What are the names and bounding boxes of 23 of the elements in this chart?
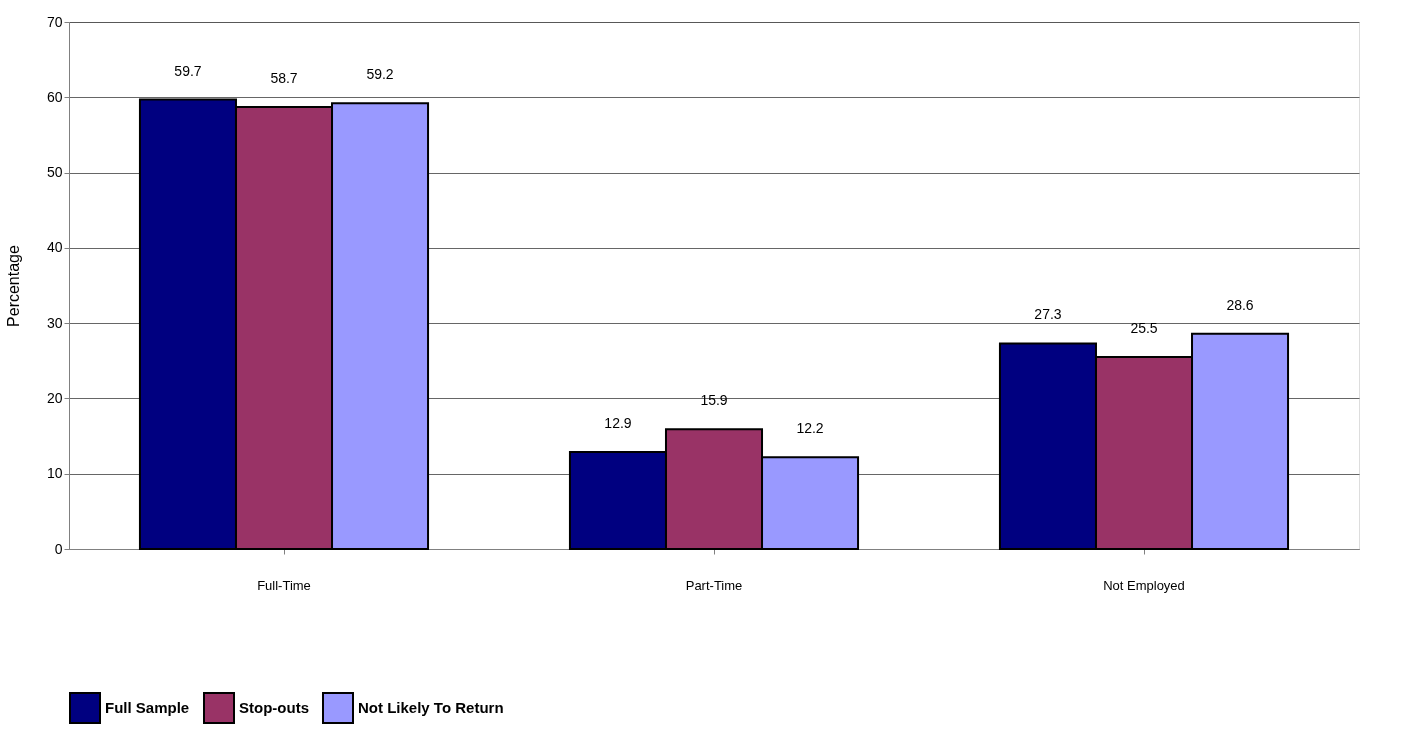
data-label: 59.7 — [174, 62, 202, 79]
y-tick-label: 60 — [46, 88, 63, 105]
y-tick-label: 40 — [46, 239, 63, 256]
legend-label: Full Sample — [105, 699, 190, 716]
y-tick-label: 70 — [46, 13, 63, 30]
y-tick-label: 20 — [46, 389, 63, 406]
x-tick-label: Part-Time — [685, 577, 743, 593]
data-label: 28.6 — [1226, 296, 1254, 313]
x-tick-label: Full-Time — [257, 577, 311, 593]
y-tick-label: 10 — [46, 465, 63, 482]
y-tick-label: 30 — [46, 314, 63, 331]
data-label: 58.7 — [270, 70, 298, 87]
data-label: 12.9 — [604, 414, 632, 431]
legend-label: Stop-outs — [239, 699, 309, 716]
legend-label: Not Likely To Return — [358, 699, 504, 716]
data-label: 59.2 — [366, 66, 394, 83]
data-label: 12.2 — [796, 420, 824, 437]
y-tick-label: 0 — [54, 540, 63, 557]
y-tick-label: 50 — [46, 164, 63, 181]
y-axis-title: Percentage — [4, 244, 22, 327]
x-tick-label: Not Employed — [1103, 577, 1185, 593]
data-label: 25.5 — [1130, 320, 1158, 337]
data-label: 27.3 — [1034, 306, 1062, 323]
